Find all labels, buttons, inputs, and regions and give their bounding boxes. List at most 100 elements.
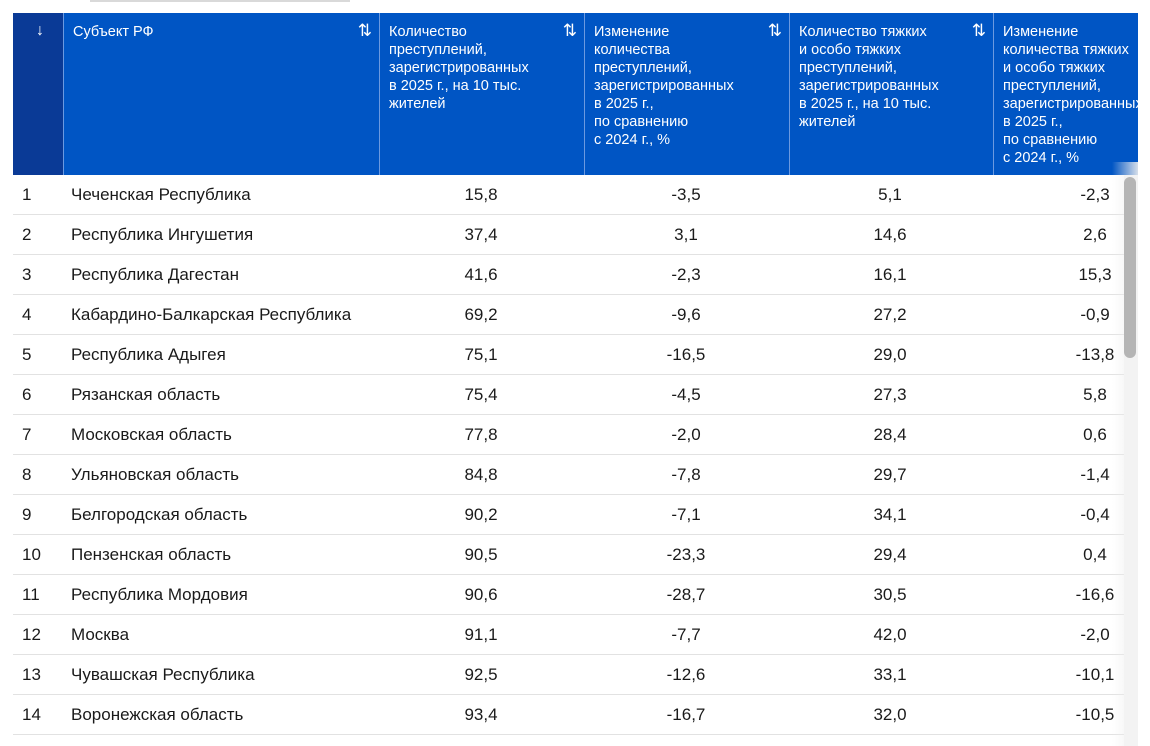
header-crimes-change-column[interactable]: Изменение количества преступлений, зарег… bbox=[584, 13, 789, 175]
grave-crimes-per-10k-value: 42,0 bbox=[873, 625, 907, 644]
crimes-change-value: -2,3 bbox=[671, 265, 701, 284]
header-crimes-per-10k-column[interactable]: Количество преступлений, зарегистрирован… bbox=[379, 13, 584, 175]
row-number: 2 bbox=[22, 225, 32, 244]
table-row[interactable]: 4 Кабардино-Балкарская Республика 69,2 -9,6… bbox=[13, 295, 1138, 335]
region-name: Чувашская Республика bbox=[71, 665, 255, 684]
sort-icon[interactable]: ⇅ bbox=[971, 21, 986, 40]
crimes-per-10k-value: 69,2 bbox=[464, 305, 498, 324]
header-crimes-per-10k-label: Количество преступлений, зарегистрирован… bbox=[389, 24, 529, 112]
row-number: 14 bbox=[22, 705, 41, 724]
sort-icon[interactable]: ⇅ bbox=[767, 21, 782, 40]
region-name: Чеченская Республика bbox=[71, 185, 251, 204]
row-number: 13 bbox=[22, 665, 41, 684]
table-row[interactable]: 11 Республика Мордовия 90,6 -28,7 30,5 -16,6 bbox=[13, 575, 1138, 615]
header-grave-crimes-per-10k-column[interactable]: Количество тяжких и особо тяжких преступ… bbox=[789, 13, 993, 175]
crimes-change-value: 3,1 bbox=[674, 225, 698, 244]
table-header: ↓ Субъект РФ ⇅ Количество преступлений, … bbox=[13, 13, 1138, 175]
row-number: 7 bbox=[22, 425, 32, 444]
sort-descending-icon[interactable]: ↓ bbox=[36, 22, 44, 39]
table-row[interactable]: 13 Чувашская Республика 92,5 -12,6 33,1 -10,1 bbox=[13, 655, 1138, 695]
grave-crimes-per-10k-value: 29,7 bbox=[873, 465, 907, 484]
region-name: Кабардино-Балкарская Республика bbox=[71, 305, 352, 324]
table-row[interactable]: 10 Пензенская область 90,5 -23,3 29,4 0,4 bbox=[13, 535, 1138, 575]
grave-crimes-per-10k-value: 32,0 bbox=[873, 705, 907, 724]
table-row[interactable]: 6 Рязанская область 75,4 -4,5 27,3 5,8 bbox=[13, 375, 1138, 415]
top-divider bbox=[90, 0, 350, 2]
grave-crimes-change-value: -13,8 bbox=[1075, 345, 1115, 364]
crimes-change-value: -16,5 bbox=[666, 345, 706, 364]
crimes-per-10k-value: 84,8 bbox=[464, 465, 498, 484]
crimes-change-value: -16,7 bbox=[666, 705, 706, 724]
grave-crimes-per-10k-value: 28,4 bbox=[873, 425, 907, 444]
table-row[interactable]: 9 Белгородская область 90,2 -7,1 34,1 -0,4 bbox=[13, 495, 1138, 535]
row-number: 6 bbox=[22, 385, 32, 404]
row-number: 9 bbox=[22, 505, 32, 524]
crimes-per-10k-value: 93,4 bbox=[464, 705, 498, 724]
table-row[interactable]: 3 Республика Дагестан 41,6 -2,3 16,1 15,3 bbox=[13, 255, 1138, 295]
crimes-per-10k-value: 75,4 bbox=[464, 385, 498, 404]
sort-icon[interactable]: ⇅ bbox=[562, 21, 577, 40]
grave-crimes-change-value: -0,4 bbox=[1080, 505, 1110, 524]
table-row[interactable]: 8 Ульяновская область 84,8 -7,8 29,7 -1,4 bbox=[13, 455, 1138, 495]
crimes-change-value: -7,8 bbox=[671, 465, 701, 484]
region-name: Республика Дагестан bbox=[71, 265, 240, 284]
row-number: 4 bbox=[22, 305, 32, 324]
grave-crimes-change-value: -2,3 bbox=[1080, 185, 1110, 204]
region-name: Ульяновская область bbox=[71, 465, 239, 484]
grave-crimes-per-10k-value: 34,1 bbox=[873, 505, 907, 524]
grave-crimes-change-value: -2,0 bbox=[1080, 625, 1110, 644]
crimes-change-value: -9,6 bbox=[671, 305, 701, 324]
scrollbar-thumb[interactable] bbox=[1124, 177, 1136, 358]
crimes-per-10k-value: 90,5 bbox=[464, 545, 498, 564]
table-row[interactable]: 2 Республика Ингушетия 37,4 3,1 14,6 2,6 bbox=[13, 215, 1138, 255]
row-number: 3 bbox=[22, 265, 32, 284]
header-grave-crimes-change-column[interactable]: Изменение количества тяжких и особо тяжк… bbox=[993, 13, 1138, 175]
sort-icon[interactable]: ⇅ bbox=[357, 21, 372, 40]
row-number: 10 bbox=[22, 545, 41, 564]
crimes-per-10k-value: 37,4 bbox=[464, 225, 498, 244]
crimes-per-10k-value: 91,1 bbox=[464, 625, 498, 644]
region-name: Московская область bbox=[71, 425, 232, 444]
regions-crime-table: ↓ Субъект РФ ⇅ Количество преступлений, … bbox=[13, 13, 1138, 746]
grave-crimes-change-value: 0,4 bbox=[1083, 545, 1107, 564]
region-name: Республика Адыгея bbox=[71, 345, 226, 364]
grave-crimes-per-10k-value: 16,1 bbox=[873, 265, 907, 284]
header-index-column[interactable]: ↓ bbox=[13, 13, 63, 175]
crimes-per-10k-value: 77,8 bbox=[464, 425, 498, 444]
grave-crimes-change-value: -16,6 bbox=[1075, 585, 1115, 604]
grave-crimes-change-value: -1,4 bbox=[1080, 465, 1110, 484]
crimes-change-value: -12,6 bbox=[666, 665, 706, 684]
crimes-per-10k-value: 41,6 bbox=[464, 265, 498, 284]
crimes-per-10k-value: 92,5 bbox=[464, 665, 498, 684]
grave-crimes-change-value: 0,6 bbox=[1083, 425, 1107, 444]
grave-crimes-per-10k-value: 29,4 bbox=[873, 545, 907, 564]
grave-crimes-per-10k-value: 33,1 bbox=[873, 665, 907, 684]
region-name: Воронежская область bbox=[71, 705, 244, 724]
grave-crimes-per-10k-value: 14,6 bbox=[873, 225, 907, 244]
crimes-change-value: -7,1 bbox=[671, 505, 701, 524]
table-body: 1 Чеченская Республика 15,8 -3,5 5,1 -2,3 2 Рес… bbox=[13, 175, 1138, 735]
row-number: 12 bbox=[22, 625, 41, 644]
header-region-label: Субъект РФ bbox=[73, 24, 154, 40]
row-number: 1 bbox=[22, 185, 32, 204]
header-grave-crimes-per-10k-label: Количество тяжких и особо тяжких преступ… bbox=[799, 24, 939, 130]
table-row[interactable]: 1 Чеченская Республика 15,8 -3,5 5,1 -2,3 bbox=[13, 175, 1138, 215]
crimes-change-value: -2,0 bbox=[671, 425, 701, 444]
table-row[interactable]: 12 Москва 91,1 -7,7 42,0 -2,0 bbox=[13, 615, 1138, 655]
region-name: Белгородская область bbox=[71, 505, 248, 524]
table-row[interactable]: 7 Московская область 77,8 -2,0 28,4 0,6 bbox=[13, 415, 1138, 455]
table-row[interactable]: 5 Республика Адыгея 75,1 -16,5 29,0 -13,8 bbox=[13, 335, 1138, 375]
crimes-per-10k-value: 15,8 bbox=[464, 185, 498, 204]
grave-crimes-change-value: 2,6 bbox=[1083, 225, 1107, 244]
header-region-column[interactable]: Субъект РФ ⇅ bbox=[63, 13, 379, 175]
table-row[interactable]: 14 Воронежская область 93,4 -16,7 32,0 -10,5 bbox=[13, 695, 1138, 735]
grave-crimes-change-value: 5,8 bbox=[1083, 385, 1107, 404]
crimes-per-10k-value: 90,2 bbox=[464, 505, 498, 524]
crimes-change-value: -28,7 bbox=[666, 585, 706, 604]
grave-crimes-per-10k-value: 5,1 bbox=[878, 185, 902, 204]
region-name: Пензенская область bbox=[71, 545, 232, 564]
header-crimes-change-label: Изменение количества преступлений, зарег… bbox=[594, 24, 734, 148]
grave-crimes-per-10k-value: 27,3 bbox=[873, 385, 907, 404]
grave-crimes-per-10k-value: 27,2 bbox=[873, 305, 907, 324]
crimes-change-value: -23,3 bbox=[666, 545, 706, 564]
